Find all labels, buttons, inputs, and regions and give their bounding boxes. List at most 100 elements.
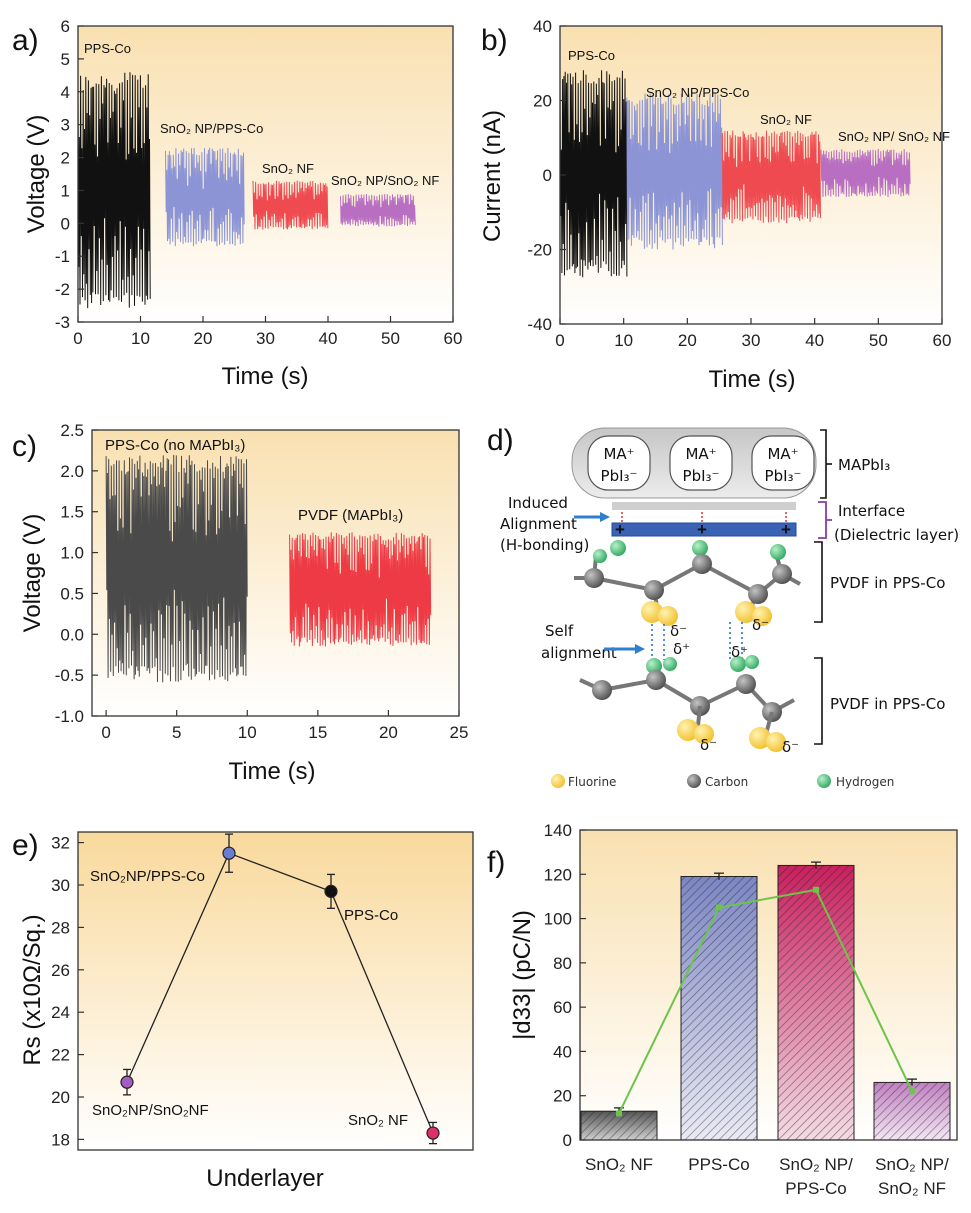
panel-f-y-axis-label: |d33| (pC/N) xyxy=(509,910,536,1040)
panel-c-annotation-ppsco: PPS-Co (no MAPbI₃) xyxy=(105,437,245,454)
hydrogen-atom xyxy=(745,655,759,669)
panel-d-label: d) xyxy=(487,424,514,457)
panel-e-point xyxy=(222,846,236,860)
panel-f-trend-point xyxy=(616,1110,622,1117)
panel-f-trend-point xyxy=(909,1088,915,1095)
panel-c-y-tick-label: -1.0 xyxy=(55,707,84,726)
self-alignment-arrowhead xyxy=(635,644,645,654)
panel-b-x-tick-label: 10 xyxy=(614,331,633,350)
hydrogen-atom xyxy=(646,658,662,674)
panel-b-x-axis-label: Time (s) xyxy=(708,366,795,393)
chain-bond xyxy=(701,562,759,596)
panel-c-y-tick-label: 0.5 xyxy=(60,584,84,603)
panel-b-y-tick-label: -40 xyxy=(527,315,552,334)
panel-c-y-tick-label: 2.5 xyxy=(60,421,84,440)
panel-a-trace-1 xyxy=(77,72,151,309)
panel-f-y-tick-label: 20 xyxy=(553,1087,572,1106)
panel-a-x-axis-label: Time (s) xyxy=(221,363,308,390)
partial-charge-label: δ⁺ xyxy=(731,643,748,661)
panel-b-y-tick-label: 0 xyxy=(543,166,552,185)
panel-c-x-tick-label: 20 xyxy=(379,723,398,742)
panel-a-y-tick-label: 5 xyxy=(61,50,70,69)
panel-b-x-tick-label: 30 xyxy=(742,331,761,350)
fluorine-atom xyxy=(641,601,663,623)
panel-e-point xyxy=(324,884,338,898)
panel-e-y-tick-label: 32 xyxy=(51,834,70,853)
panel-e-plot-frame xyxy=(77,831,474,1151)
panel-f-category-label: SnO₂ NP/ xyxy=(779,1155,853,1174)
panel-b-y-axis-label: Current (nA) xyxy=(479,110,506,242)
panel-f-category-label: PPS-Co xyxy=(688,1155,749,1174)
panel-c-y-tick-label: 0.0 xyxy=(60,625,84,644)
fluorine-legend-icon xyxy=(551,774,565,788)
panel-c-trace-2 xyxy=(289,532,432,647)
panel-a-x-tick-label: 60 xyxy=(444,329,463,348)
panel-f-category-label: PPS-Co xyxy=(785,1179,846,1198)
panel-f-category-label: SnO₂ NF xyxy=(585,1155,653,1174)
panel-c-label: c) xyxy=(12,430,37,463)
carbon-atom xyxy=(692,554,712,574)
panel-e-connecting-line xyxy=(126,852,434,1134)
fluorine-atom xyxy=(752,606,772,626)
panel-e-y-tick-label: 20 xyxy=(51,1088,70,1107)
fluorine-atom xyxy=(735,601,757,623)
panel-c-annotation-pvdf: PVDF (MAPbI₃) xyxy=(298,507,403,524)
panel-a-annotation-sno2np-ppsco: SnO₂ NP/PPS-Co xyxy=(160,121,263,136)
mapbi3-unit-2-bottom: PbI₃⁻ xyxy=(683,467,720,485)
hydrogen-legend-icon xyxy=(817,774,831,788)
panel-e-point-label: PPS-Co xyxy=(344,907,398,924)
panel-b-trace-3 xyxy=(721,130,821,224)
panel-f-category-label: SnO₂ NF xyxy=(878,1179,946,1198)
panel-d-mechanism-diagram: d) MA⁺ PbI₃⁻ MA⁺ PbI₃⁻ MA⁺ PbI₃⁻ + + + I… xyxy=(487,424,959,789)
hydrogen-legend-label: Hydrogen xyxy=(836,775,894,789)
panel-e-resistance-chart: SnO₂NP/SnO₂NF SnO₂NP/PPS-Co PPS-Co SnO₂ NF 1… xyxy=(12,829,474,1192)
panel-b-x-tick-label: 50 xyxy=(869,331,888,350)
panel-a-x-tick-label: 0 xyxy=(73,329,82,348)
mapbi3-bracket xyxy=(820,429,827,499)
panel-a-y-tick-label: -2 xyxy=(55,280,70,299)
panel-a-y-tick-label: 0 xyxy=(61,214,70,233)
panel-c-x-tick-label: 25 xyxy=(450,723,469,742)
plus-charge-1: + xyxy=(615,520,625,539)
panel-f-y-tick-label: 40 xyxy=(553,1042,572,1061)
panel-e-y-tick-label: 18 xyxy=(51,1130,70,1149)
partial-charge-label: δ⁻ xyxy=(670,622,687,640)
panel-b-trace-1 xyxy=(559,70,628,278)
panel-c-plot-frame xyxy=(91,429,460,717)
self-alignment-label-2: alignment xyxy=(541,644,617,662)
panel-f-trend-point xyxy=(716,904,722,911)
panel-f-bar-hatch xyxy=(681,876,757,1140)
hydrogen-atom xyxy=(730,656,746,672)
panel-c-x-tick-label: 5 xyxy=(172,723,181,742)
mapbi3-unit-3-top: MA⁺ xyxy=(767,445,798,463)
panel-e-y-tick-label: 24 xyxy=(51,1003,70,1022)
panel-b-current-chart: 0 10 20 30 40 50 60 -40 -20 0 20 40 b) Time (s) Cur… xyxy=(479,17,951,393)
panel-a-x-tick-label: 50 xyxy=(381,329,400,348)
carbon-atom xyxy=(592,680,612,700)
interface-layer xyxy=(612,502,796,510)
panel-b-trace-2 xyxy=(626,93,723,250)
panel-f-y-tick-label: 140 xyxy=(544,821,572,840)
panel-b-y-tick-label: 20 xyxy=(533,92,552,111)
panel-a-annotation-sno2np-sno2nf: SnO₂ NP/SnO₂ NF xyxy=(331,173,439,188)
panel-e-y-tick-label: 26 xyxy=(51,961,70,980)
panel-e-x-axis-label: Underlayer xyxy=(206,1165,323,1192)
panel-a-y-tick-label: -1 xyxy=(55,247,70,266)
panel-a-y-tick-label: 3 xyxy=(61,116,70,135)
mapbi3-bracket-label: MAPbI₃ xyxy=(838,456,890,474)
induced-alignment-label-3: (H-bonding) xyxy=(500,536,589,554)
panel-e-y-tick-label: 30 xyxy=(51,876,70,895)
fluorine-atom xyxy=(766,732,786,752)
panel-a-annotation-pps-co: PPS-Co xyxy=(84,41,131,56)
mapbi3-unit-2-top: MA⁺ xyxy=(685,445,716,463)
carbon-atom xyxy=(772,564,792,584)
panel-f-bar-hatch xyxy=(778,865,854,1140)
mapbi3-unit-1-top: MA⁺ xyxy=(603,445,634,463)
hydrogen-atom xyxy=(663,657,677,671)
panel-f-y-tick-label: 120 xyxy=(544,865,572,884)
hydrogen-atom xyxy=(610,540,626,556)
partial-charge-label: δ⁻ xyxy=(782,738,799,756)
fluorine-atom xyxy=(658,606,678,626)
panel-f-label: f) xyxy=(487,846,505,879)
induced-alignment-label-1: Induced xyxy=(508,494,568,512)
